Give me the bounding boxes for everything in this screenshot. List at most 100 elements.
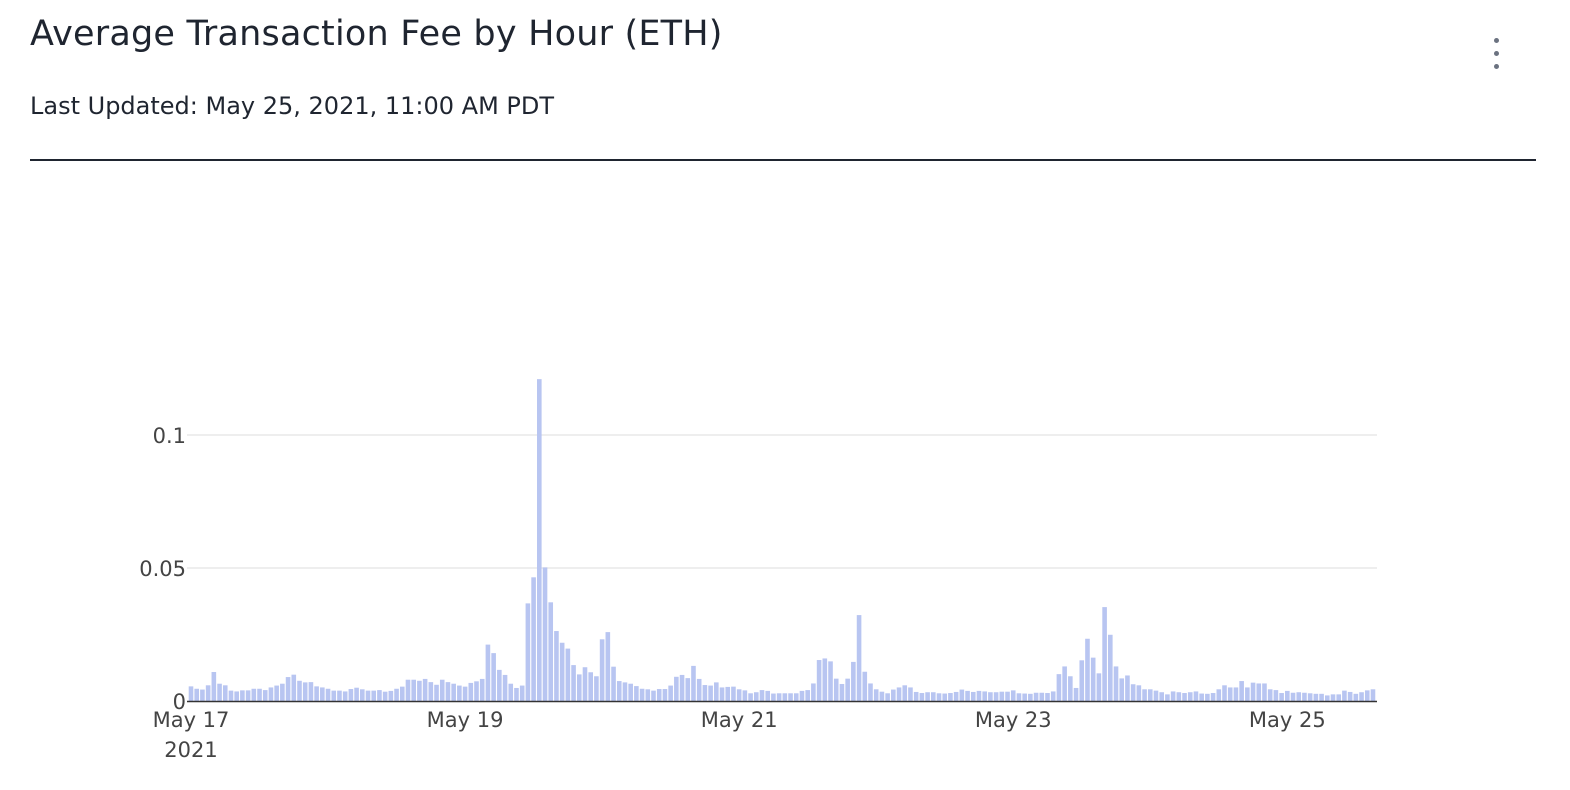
menu-dot <box>1494 51 1499 56</box>
y-tick-label: 0.1 <box>153 424 186 448</box>
bar <box>399 686 405 701</box>
bar <box>205 685 211 701</box>
bar <box>388 690 394 701</box>
bar <box>571 665 576 701</box>
bar <box>833 678 839 701</box>
bar <box>953 691 959 701</box>
bar <box>411 679 416 701</box>
bar <box>908 687 913 701</box>
bar <box>1267 689 1273 701</box>
bar <box>354 687 359 701</box>
bar <box>1136 685 1142 701</box>
bar <box>537 379 542 701</box>
bar <box>1342 690 1347 701</box>
bar <box>394 688 399 701</box>
bar <box>468 682 474 701</box>
chart-title: Average Transaction Fee by Hour (ETH) <box>30 14 723 54</box>
bar <box>788 693 793 701</box>
bar <box>1302 692 1307 701</box>
bar <box>240 690 245 701</box>
bar <box>234 691 239 701</box>
bar <box>291 674 297 701</box>
bar <box>1245 687 1250 701</box>
bar <box>1222 685 1227 701</box>
bar <box>862 671 868 701</box>
bar <box>485 644 491 701</box>
bar <box>645 689 651 701</box>
bar <box>502 674 508 701</box>
bar <box>942 693 948 701</box>
bar <box>782 693 788 701</box>
bar <box>1256 683 1262 701</box>
bar <box>565 648 571 701</box>
bar <box>508 683 514 701</box>
bar <box>873 689 879 701</box>
bar <box>576 674 582 701</box>
bar <box>405 679 411 701</box>
bar <box>702 685 708 701</box>
bar <box>896 687 902 701</box>
x-tick-label: May 21 <box>701 708 778 732</box>
bar <box>257 688 262 701</box>
bar <box>1227 687 1233 701</box>
bar <box>1068 676 1073 701</box>
bar <box>228 690 234 701</box>
bar <box>1170 691 1176 701</box>
bar <box>1273 690 1279 701</box>
bar <box>1108 634 1113 701</box>
bar <box>542 567 548 701</box>
bar <box>217 683 222 701</box>
bar <box>1153 690 1159 701</box>
kebab-vertical-icon[interactable] <box>1484 34 1508 74</box>
bar <box>280 683 285 701</box>
bar <box>816 660 822 701</box>
bar <box>828 661 833 701</box>
bar <box>1142 689 1147 701</box>
bar <box>1182 693 1187 701</box>
bar <box>1199 693 1204 701</box>
bar <box>759 690 765 701</box>
bar <box>1359 692 1364 701</box>
bar <box>936 693 942 701</box>
bar <box>1028 693 1033 701</box>
bar <box>1073 687 1079 701</box>
bar <box>793 693 799 701</box>
bar <box>656 689 662 701</box>
bar <box>519 685 525 701</box>
bar <box>1307 693 1313 701</box>
bar <box>931 692 936 701</box>
bar <box>1330 694 1336 701</box>
bar <box>1050 691 1056 701</box>
bar <box>634 686 639 701</box>
bar <box>348 689 354 701</box>
x-tick-label: May 17 <box>153 708 230 732</box>
bar <box>1324 695 1330 701</box>
bar <box>685 678 691 701</box>
bar <box>674 676 679 701</box>
last-updated-text: Last Updated: May 25, 2021, 11:00 AM PDT <box>30 92 555 120</box>
bar <box>1022 693 1027 701</box>
bar <box>982 691 987 701</box>
bar <box>457 685 462 701</box>
bar <box>1085 638 1090 701</box>
bar <box>753 692 759 701</box>
bar <box>320 687 325 701</box>
bar <box>965 690 970 701</box>
bar <box>948 693 953 701</box>
bar <box>428 682 434 701</box>
bar <box>1313 693 1319 701</box>
bar <box>1005 691 1010 701</box>
bar <box>559 642 565 701</box>
bar <box>1370 689 1376 701</box>
bar <box>474 681 479 701</box>
bar <box>262 690 268 701</box>
bar <box>382 691 388 701</box>
bar <box>1353 693 1359 701</box>
bar <box>879 691 885 701</box>
bar <box>616 681 622 701</box>
bar <box>1187 692 1193 701</box>
bar <box>1039 692 1045 701</box>
bar <box>776 693 782 701</box>
bar <box>599 639 605 701</box>
